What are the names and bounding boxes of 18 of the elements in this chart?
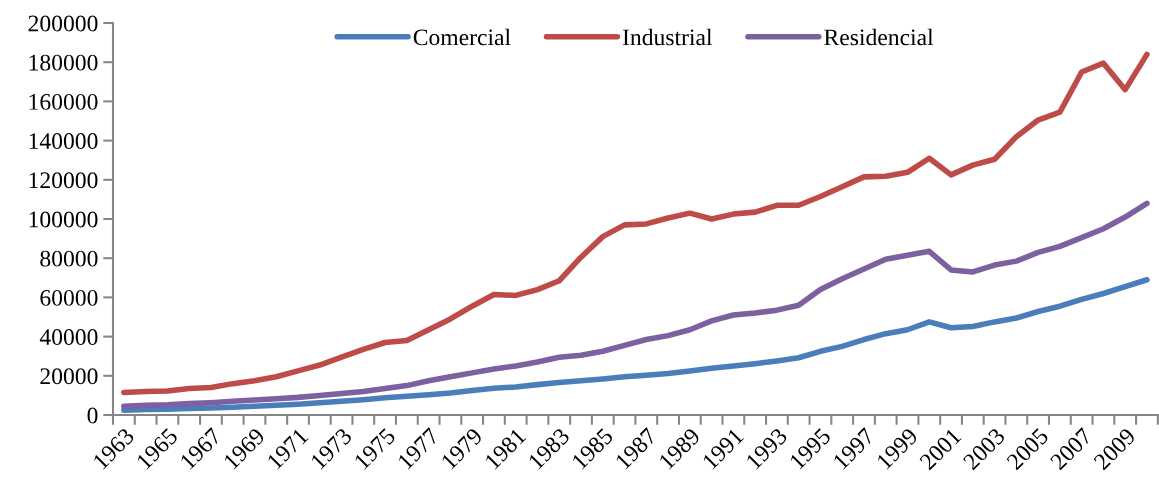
- y-tick-label: 0: [87, 407, 98, 424]
- x-tick-label: 1991: [701, 427, 745, 470]
- y-tick-label: 80000: [40, 250, 98, 267]
- y-tick-label: 140000: [29, 133, 98, 150]
- legend-label: Residencial: [824, 28, 934, 46]
- y-tick-label: 200000: [28, 15, 98, 32]
- x-tick-label: 1971: [266, 427, 309, 470]
- legend-label: Comercial: [413, 28, 511, 46]
- y-tick-label: 20000: [40, 368, 98, 385]
- x-tick-label: 2001: [918, 427, 962, 471]
- x-tick-label: 1981: [484, 427, 527, 470]
- y-tick-label: 60000: [40, 289, 98, 306]
- legend-label: Industrial: [622, 28, 713, 46]
- y-tick-label: 180000: [29, 54, 98, 71]
- y-tick-label: 100000: [29, 211, 98, 228]
- y-tick-label: 160000: [29, 93, 98, 110]
- y-tick-label: 120000: [29, 172, 98, 189]
- y-tick-label: 40000: [39, 329, 98, 346]
